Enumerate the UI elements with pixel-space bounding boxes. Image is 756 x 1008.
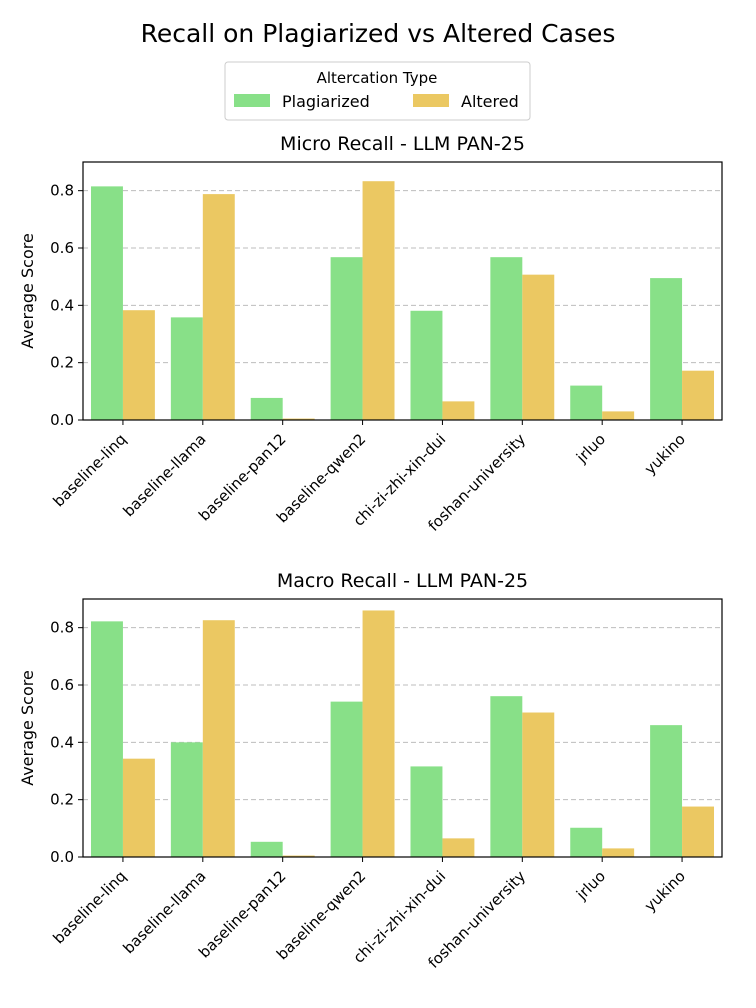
x-tick-label: baseline-linq: [49, 867, 129, 947]
legend: Altercation Type Plagiarized Altered: [224, 61, 531, 121]
bar-altered-yukino: [682, 806, 715, 857]
y-tick-label: 0.6: [50, 239, 74, 257]
bar-altered-baseline-qwen2: [362, 610, 395, 857]
bar-plagiarized-baseline-pan12: [250, 841, 283, 857]
axes-frame: [82, 161, 723, 421]
bar-altered-foshan-university: [522, 274, 555, 420]
bar-plagiarized-baseline-pan12: [250, 397, 283, 420]
bar-plagiarized-chi-zi-zhi-xin-dui: [410, 766, 443, 857]
y-tick-label: 0.0: [50, 848, 74, 866]
figure-title: Recall on Plagiarized vs Altered Cases: [141, 19, 616, 48]
bar-plagiarized-baseline-qwen2: [330, 257, 363, 420]
bar-plagiarized-baseline-linq: [90, 186, 123, 420]
bar-altered-jrluo: [602, 411, 635, 420]
bar-plagiarized-yukino: [650, 725, 683, 857]
bar-altered-baseline-pan12: [282, 418, 315, 420]
bar-plagiarized-baseline-llama: [170, 317, 203, 420]
x-tick-label: jrluo: [572, 430, 609, 467]
bar-altered-baseline-llama: [202, 620, 235, 857]
y-tick-label: 0.8: [50, 619, 74, 637]
legend-title: Altercation Type: [317, 69, 438, 87]
bar-plagiarized-chi-zi-zhi-xin-dui: [410, 310, 443, 420]
bar-altered-yukino: [682, 370, 715, 420]
bar-altered-chi-zi-zhi-xin-dui: [442, 838, 475, 857]
bar-plagiarized-yukino: [650, 278, 683, 420]
bar-altered-foshan-university: [522, 712, 555, 857]
bar-altered-baseline-llama: [202, 194, 235, 420]
bar-plagiarized-foshan-university: [490, 696, 523, 857]
chart-title: Micro Recall - LLM PAN-25: [280, 133, 525, 155]
bar-plagiarized-baseline-llama: [170, 742, 203, 857]
legend-label-plagiarized: Plagiarized: [282, 92, 370, 111]
bar-altered-jrluo: [602, 848, 635, 857]
bar-altered-chi-zi-zhi-xin-dui: [442, 401, 475, 420]
y-tick-label: 0.2: [50, 354, 74, 372]
macro-recall-chart: Macro Recall - LLM PAN-25 0.0 0.2 0.4 0.6 0.8…: [18, 570, 723, 972]
y-tick-label: 0.6: [50, 676, 74, 694]
bar-plagiarized-baseline-qwen2: [330, 701, 363, 857]
legend-frame: [224, 61, 531, 121]
axes-frame: [82, 598, 723, 858]
bar-plagiarized-jrluo: [570, 385, 603, 420]
x-tick-label: yukino: [641, 867, 689, 915]
y-tick-label: 0.4: [50, 733, 74, 751]
bar-altered-baseline-linq: [122, 758, 155, 857]
bar-plagiarized-jrluo: [570, 827, 603, 857]
legend-label-altered: Altered: [461, 92, 519, 111]
bar-altered-baseline-qwen2: [362, 181, 395, 420]
x-tick-label: baseline-linq: [49, 430, 129, 510]
y-tick-label: 0.8: [50, 182, 74, 200]
chart-title: Macro Recall - LLM PAN-25: [277, 570, 528, 592]
bar-altered-baseline-pan12: [282, 855, 315, 857]
y-tick-label: 0.4: [50, 296, 74, 314]
y-tick-label: 0.2: [50, 791, 74, 809]
y-axis-label: Average Score: [18, 670, 37, 786]
bar-plagiarized-baseline-linq: [90, 621, 123, 857]
x-tick-label: jrluo: [572, 867, 609, 904]
legend-swatch-plagiarized: [234, 94, 270, 107]
legend-swatch-altered: [413, 94, 449, 107]
x-tick-label: yukino: [641, 430, 689, 478]
micro-recall-chart: Micro Recall - LLM PAN-25 0.0 0.2 0.4 0.6 0.8…: [18, 133, 723, 535]
y-tick-label: 0.0: [50, 411, 74, 429]
bar-plagiarized-foshan-university: [490, 257, 523, 420]
y-axis-label: Average Score: [18, 233, 37, 349]
x-tick-label: baseline-llama: [119, 867, 209, 957]
x-tick-label: baseline-llama: [119, 430, 209, 520]
bar-altered-baseline-linq: [122, 310, 155, 420]
